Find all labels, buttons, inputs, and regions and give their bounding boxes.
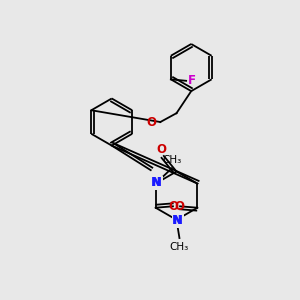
Text: CH₃: CH₃: [170, 242, 189, 252]
Text: CH₃: CH₃: [163, 155, 182, 165]
Text: O: O: [146, 116, 157, 128]
Text: N: N: [173, 214, 183, 227]
Text: F: F: [188, 74, 196, 87]
Text: N: N: [152, 176, 162, 189]
Text: N: N: [151, 176, 160, 190]
Text: O: O: [174, 200, 184, 213]
Text: O: O: [156, 143, 166, 157]
Text: N: N: [172, 214, 182, 227]
Text: O: O: [169, 200, 179, 213]
